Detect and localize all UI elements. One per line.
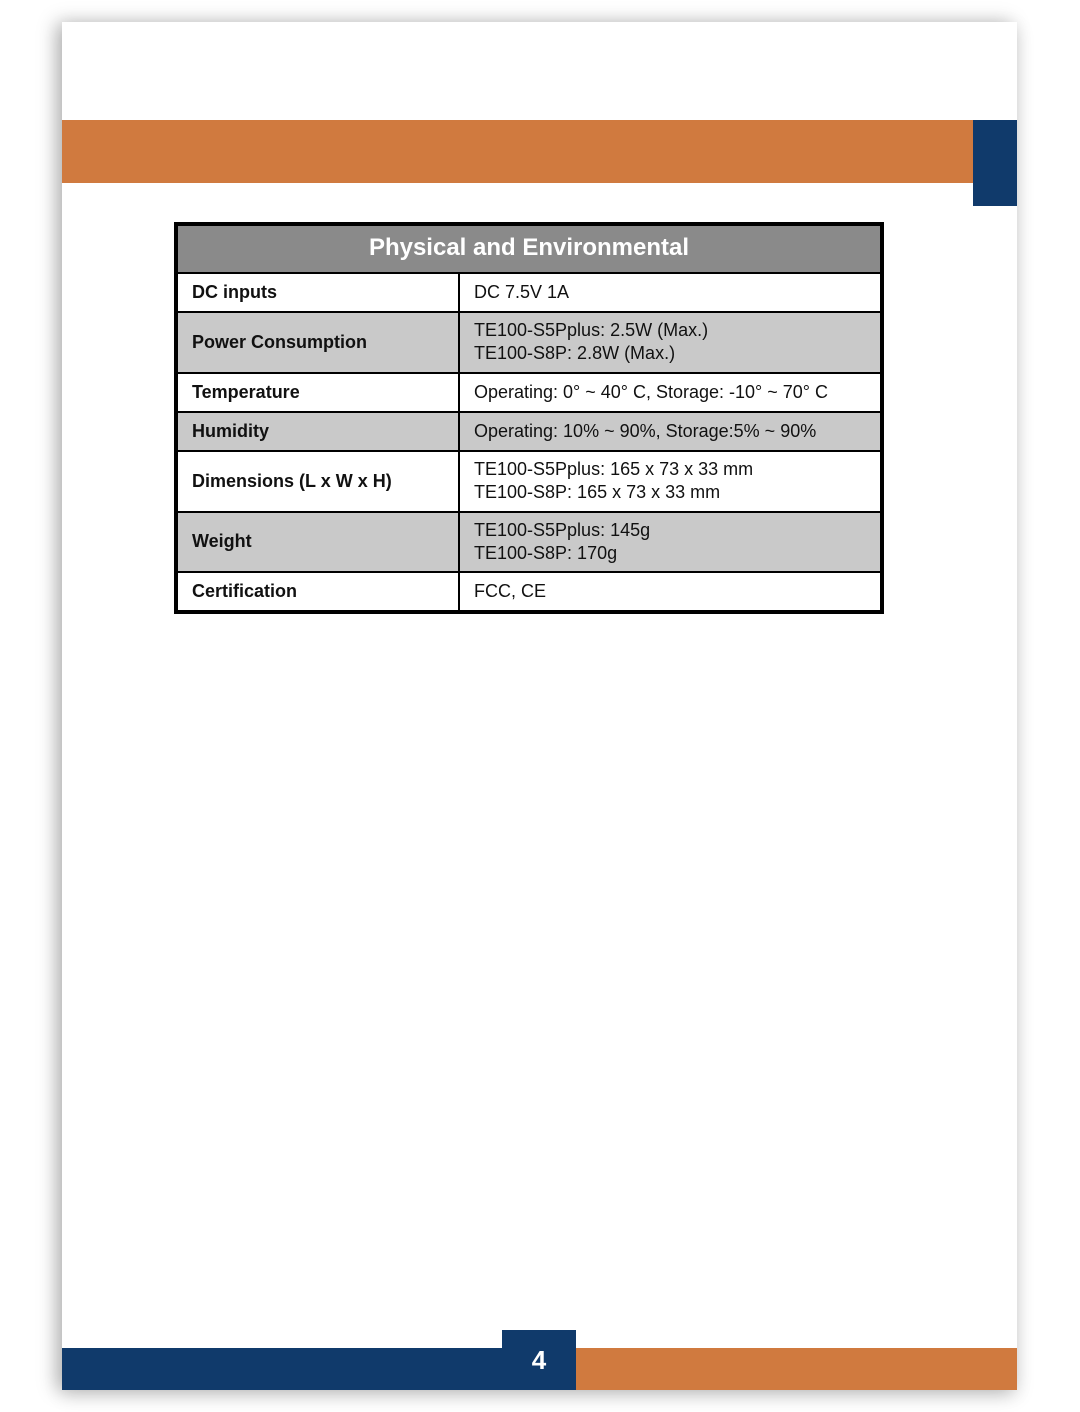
table-row: WeightTE100-S5Pplus: 145g TE100-S8P: 170… bbox=[178, 511, 880, 572]
header-banner bbox=[62, 120, 973, 183]
page-number: 4 bbox=[502, 1330, 576, 1390]
spec-table: Physical and Environmental DC inputsDC 7… bbox=[174, 222, 884, 614]
footer-bar: 4 bbox=[62, 1330, 1017, 1390]
table-row: TemperatureOperating: 0° ~ 40° C, Storag… bbox=[178, 372, 880, 411]
document-page: Physical and Environmental DC inputsDC 7… bbox=[62, 22, 1017, 1390]
spec-label: DC inputs bbox=[178, 274, 460, 311]
footer-right-fill bbox=[576, 1348, 1017, 1390]
spec-value: TE100-S5Pplus: 2.5W (Max.) TE100-S8P: 2.… bbox=[460, 313, 880, 372]
table-row: HumidityOperating: 10% ~ 90%, Storage:5%… bbox=[178, 411, 880, 450]
spec-value: FCC, CE bbox=[460, 573, 880, 610]
spec-label: Dimensions (L x W x H) bbox=[178, 452, 460, 511]
spec-label: Temperature bbox=[178, 374, 460, 411]
spec-value: TE100-S5Pplus: 145g TE100-S8P: 170g bbox=[460, 513, 880, 572]
spec-value: DC 7.5V 1A bbox=[460, 274, 880, 311]
table-row: DC inputsDC 7.5V 1A bbox=[178, 274, 880, 311]
spec-label: Humidity bbox=[178, 413, 460, 450]
spec-value: Operating: 10% ~ 90%, Storage:5% ~ 90% bbox=[460, 413, 880, 450]
spec-label: Certification bbox=[178, 573, 460, 610]
spec-value: Operating: 0° ~ 40° C, Storage: -10° ~ 7… bbox=[460, 374, 880, 411]
spec-table-title: Physical and Environmental bbox=[178, 226, 880, 274]
spec-label: Power Consumption bbox=[178, 313, 460, 372]
spec-value: TE100-S5Pplus: 165 x 73 x 33 mm TE100-S8… bbox=[460, 452, 880, 511]
table-row: CertificationFCC, CE bbox=[178, 571, 880, 610]
footer-right bbox=[576, 1330, 1017, 1390]
table-row: Dimensions (L x W x H)TE100-S5Pplus: 165… bbox=[178, 450, 880, 511]
table-row: Power ConsumptionTE100-S5Pplus: 2.5W (Ma… bbox=[178, 311, 880, 372]
footer-left-fill bbox=[62, 1348, 502, 1390]
spec-table-body: DC inputsDC 7.5V 1APower ConsumptionTE10… bbox=[178, 274, 880, 610]
spec-label: Weight bbox=[178, 513, 460, 572]
footer-left bbox=[62, 1330, 502, 1390]
header-tab bbox=[973, 120, 1017, 206]
